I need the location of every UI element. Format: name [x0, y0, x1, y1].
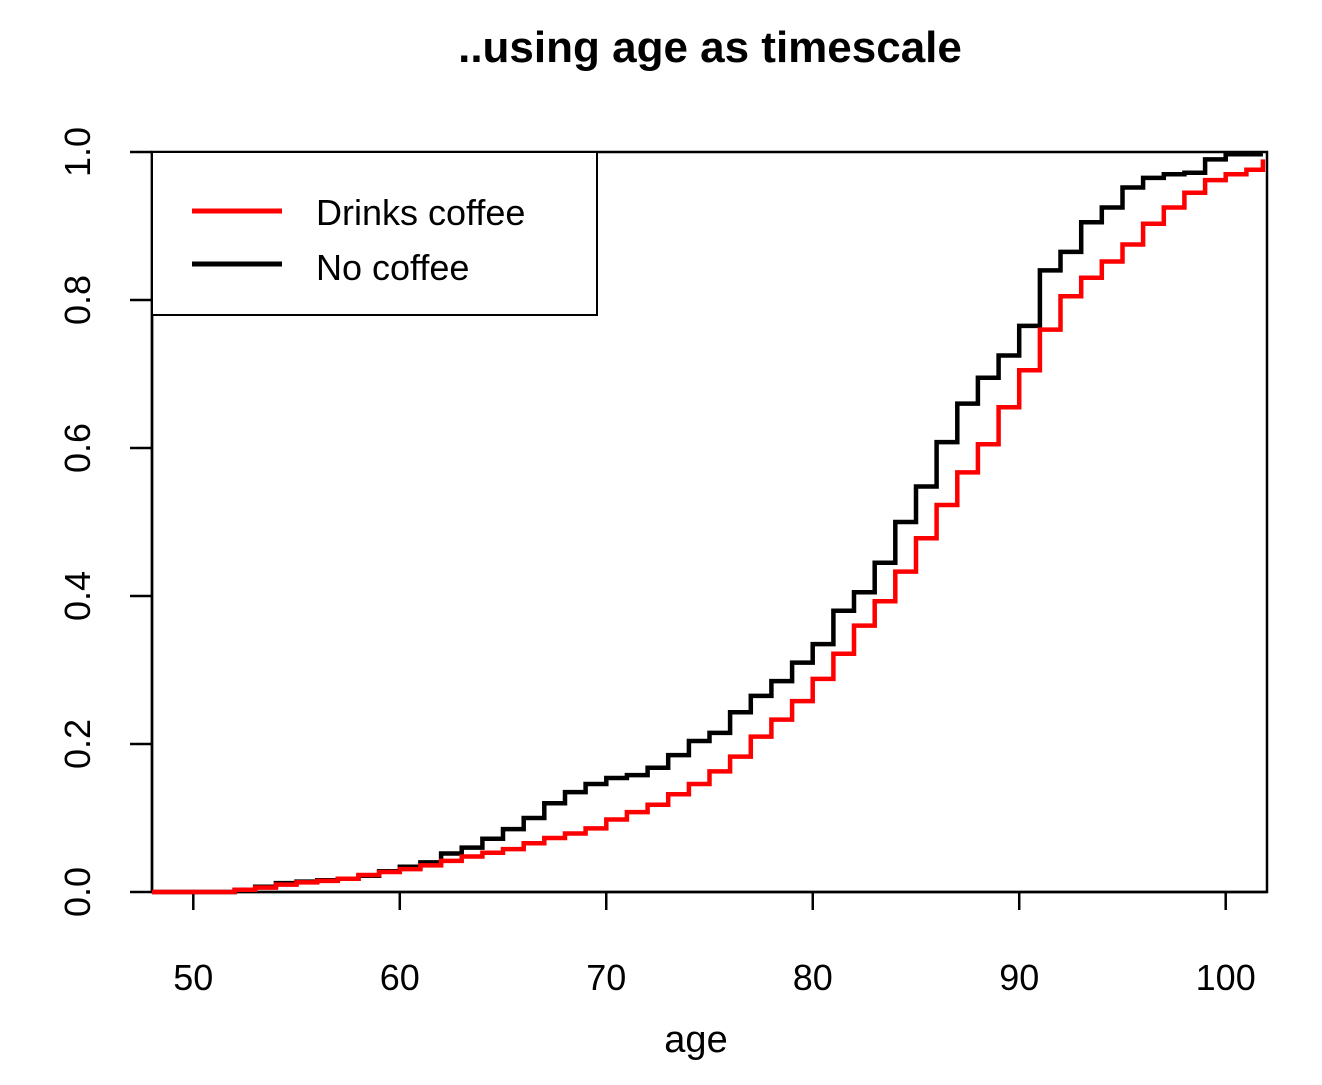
legend-label-no-coffee: No coffee	[316, 247, 469, 288]
y-tick-label: 1.0	[57, 127, 98, 177]
legend-box	[151, 151, 598, 316]
legend: Drinks coffee No coffee	[151, 151, 598, 316]
y-tick-label: 0.0	[57, 867, 98, 917]
x-tick-label: 60	[380, 957, 420, 998]
x-tick-label: 50	[173, 957, 213, 998]
series-line-drinks-coffee	[152, 159, 1266, 895]
y-tick-label: 0.8	[57, 275, 98, 325]
chart-title: ..using age as timescale	[458, 23, 962, 72]
y-tick-label: 0.2	[57, 719, 98, 769]
x-tick-label: 80	[793, 957, 833, 998]
legend-label-drinks-coffee: Drinks coffee	[316, 192, 525, 233]
x-axis-label: age	[664, 1019, 727, 1061]
series-layer	[152, 151, 1266, 895]
y-tick-label: 0.6	[57, 423, 98, 473]
x-tick-label: 70	[586, 957, 626, 998]
y-axis: 0.0 0.2 0.4 0.6 0.8 1.0	[57, 127, 154, 917]
x-tick-label: 100	[1196, 957, 1256, 998]
y-tick-label: 0.4	[57, 571, 98, 621]
x-axis: 50 60 70 80 90 100	[152, 890, 1267, 998]
x-tick-label: 90	[999, 957, 1039, 998]
